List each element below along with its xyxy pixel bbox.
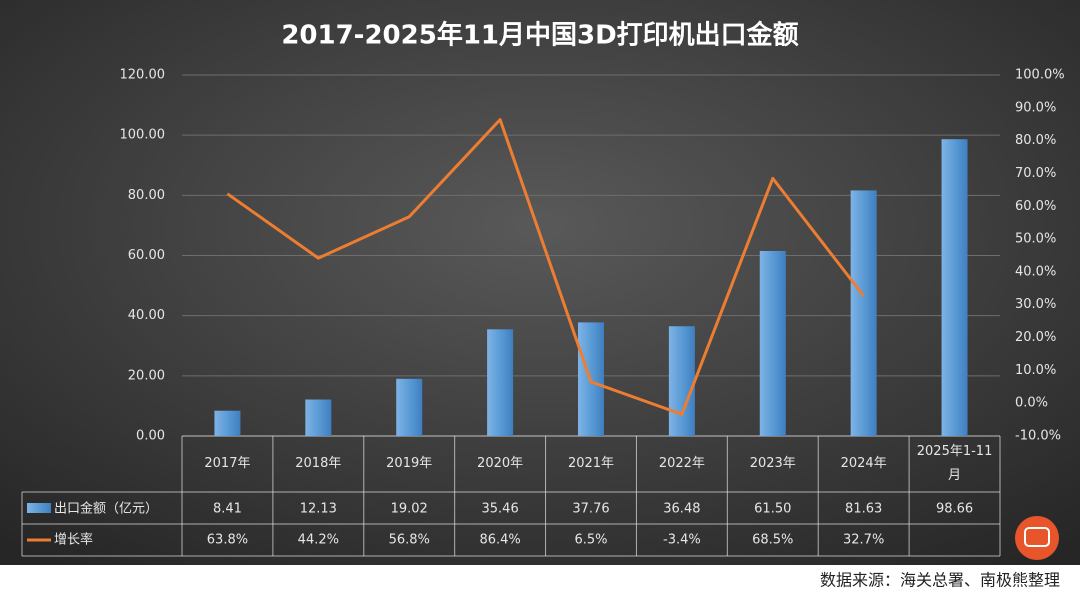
table-value: 32.7% bbox=[843, 533, 884, 548]
y2-tick-label: 30.0% bbox=[1015, 297, 1056, 312]
bar bbox=[941, 139, 968, 437]
x-tick-label: 2018年 bbox=[295, 456, 342, 471]
table-value: 61.50 bbox=[754, 502, 791, 517]
table-value: 63.8% bbox=[207, 533, 248, 548]
x-tick-label-box: 2025年1-11月 bbox=[916, 444, 993, 483]
y-tick-label: 20.00 bbox=[128, 368, 165, 383]
table-value: 8.41 bbox=[213, 502, 242, 517]
bar bbox=[668, 326, 695, 436]
table-value: 12.13 bbox=[300, 502, 337, 517]
table-value: 37.76 bbox=[572, 502, 609, 517]
x-tick-label: 2025年1-11月 bbox=[916, 444, 993, 483]
x-tick-label-box: 2018年 bbox=[295, 456, 342, 471]
y2-tick-label: 0.0% bbox=[1015, 396, 1048, 411]
y-tick-label: 80.00 bbox=[128, 188, 165, 203]
x-tick-label-box: 2019年 bbox=[386, 456, 433, 471]
x-tick-label: 2023年 bbox=[749, 456, 796, 471]
logo bbox=[1015, 516, 1059, 560]
table-value: 35.46 bbox=[482, 502, 519, 517]
y2-tick-label: -10.0% bbox=[1015, 429, 1061, 444]
table-value: 98.66 bbox=[936, 502, 973, 517]
chart-background bbox=[0, 0, 1080, 565]
x-tick-label-box: 2024年 bbox=[840, 456, 887, 471]
x-tick-label: 2022年 bbox=[658, 456, 705, 471]
table-value: 68.5% bbox=[752, 533, 793, 548]
x-tick-label: 2021年 bbox=[567, 456, 615, 471]
table-value: 56.8% bbox=[389, 533, 430, 548]
legend-label: 出口金额（亿元） bbox=[54, 501, 158, 517]
bar bbox=[759, 250, 786, 436]
y-tick-label: 100.00 bbox=[120, 128, 166, 143]
x-tick-label: 2020年 bbox=[477, 456, 524, 471]
y-tick-label: 120.00 bbox=[120, 68, 166, 83]
legend-swatch bbox=[27, 503, 51, 513]
bar bbox=[214, 410, 241, 436]
y2-tick-label: 20.0% bbox=[1015, 330, 1056, 345]
y2-tick-label: 90.0% bbox=[1015, 100, 1056, 115]
y-tick-label: 0.00 bbox=[136, 429, 165, 444]
bar bbox=[487, 329, 514, 436]
x-tick-label-box: 2021年 bbox=[567, 456, 615, 471]
x-tick-label: 2024年 bbox=[840, 456, 887, 471]
chart-title: 2017-2025年11月中国3D打印机出口金额 bbox=[281, 20, 798, 51]
bar bbox=[850, 190, 877, 436]
y2-tick-label: 80.0% bbox=[1015, 133, 1056, 148]
bar bbox=[396, 378, 423, 436]
x-tick-label: 2019年 bbox=[386, 456, 433, 471]
y2-tick-label: 60.0% bbox=[1015, 199, 1056, 214]
table-value: 36.48 bbox=[663, 502, 700, 517]
y2-tick-label: 100.0% bbox=[1015, 68, 1065, 83]
table-value: 81.63 bbox=[845, 502, 882, 517]
table-value: 19.02 bbox=[391, 502, 428, 517]
bar bbox=[305, 399, 332, 436]
y2-tick-label: 70.0% bbox=[1015, 166, 1056, 181]
table-value: 6.5% bbox=[574, 533, 607, 548]
x-tick-label-box: 2023年 bbox=[749, 456, 796, 471]
x-tick-label-box: 2020年 bbox=[477, 456, 524, 471]
x-tick-label: 2017年 bbox=[204, 456, 251, 471]
table-value: -3.4% bbox=[663, 533, 701, 548]
y-tick-label: 60.00 bbox=[128, 248, 165, 263]
source-note: 数据来源：海关总署、南极熊整理 bbox=[820, 571, 1060, 590]
table-value: 44.2% bbox=[298, 533, 339, 548]
table-value: 86.4% bbox=[479, 533, 520, 548]
legend-label: 增长率 bbox=[54, 532, 93, 548]
y-tick-label: 40.00 bbox=[128, 308, 165, 323]
x-tick-label-box: 2017年 bbox=[204, 456, 251, 471]
x-tick-label-box: 2022年 bbox=[658, 456, 705, 471]
y2-tick-label: 40.0% bbox=[1015, 264, 1056, 279]
y2-tick-label: 50.0% bbox=[1015, 232, 1056, 247]
growth-line bbox=[226, 118, 865, 416]
y2-tick-label: 10.0% bbox=[1015, 363, 1056, 378]
